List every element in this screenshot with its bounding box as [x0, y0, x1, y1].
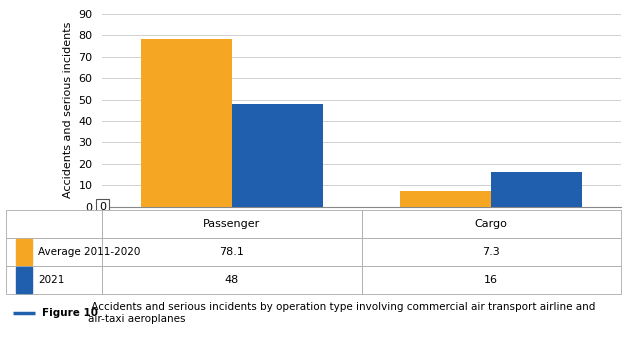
Bar — [362, 238, 621, 266]
Text: 2021: 2021 — [38, 275, 65, 285]
Text: Average 2011-2020: Average 2011-2020 — [38, 247, 141, 257]
Bar — [141, 40, 232, 206]
Bar — [6, 266, 102, 294]
Text: 78.1: 78.1 — [220, 247, 244, 257]
Text: 7.3: 7.3 — [483, 247, 500, 257]
Text: 48: 48 — [225, 275, 239, 285]
Bar — [102, 266, 362, 294]
Bar — [6, 238, 102, 266]
Text: 16: 16 — [484, 275, 498, 285]
Bar — [362, 210, 621, 238]
Bar — [6, 210, 102, 238]
Text: Figure 10: Figure 10 — [42, 308, 97, 318]
Bar — [102, 210, 362, 238]
Bar — [492, 172, 582, 206]
Text: Accidents and serious incidents by operation type involving commercial air trans: Accidents and serious incidents by opera… — [88, 302, 595, 324]
Text: Passenger: Passenger — [204, 219, 260, 229]
Bar — [362, 266, 621, 294]
Y-axis label: Accidents and serious incidents: Accidents and serious incidents — [63, 22, 73, 198]
Bar — [102, 238, 362, 266]
Text: Cargo: Cargo — [475, 219, 508, 229]
Bar — [16, 239, 32, 265]
Bar — [401, 191, 492, 206]
Bar — [16, 267, 32, 293]
Bar — [232, 104, 323, 206]
Text: 0: 0 — [99, 202, 106, 211]
